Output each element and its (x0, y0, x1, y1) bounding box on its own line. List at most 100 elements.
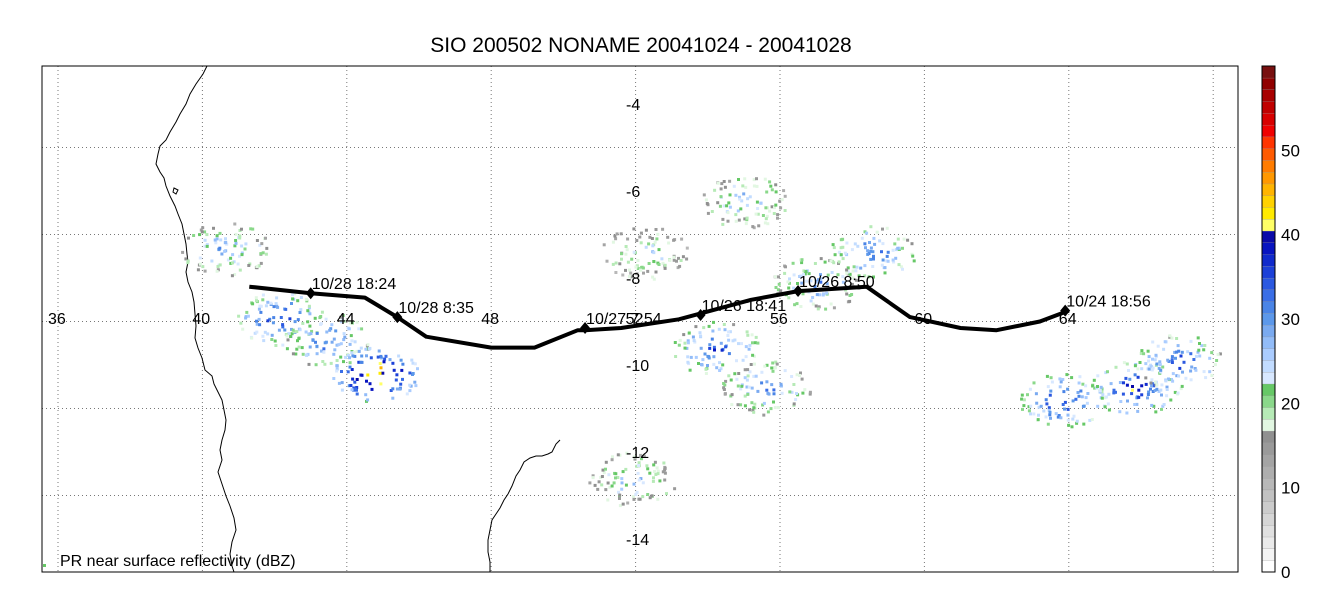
reflectivity-pixel (745, 203, 749, 207)
reflectivity-pixel (285, 347, 289, 351)
reflectivity-pixel (355, 392, 359, 396)
reflectivity-pixel (652, 463, 656, 467)
reflectivity-pixel (245, 310, 249, 314)
reflectivity-pixel (238, 254, 241, 258)
reflectivity-pixel (600, 475, 604, 478)
reflectivity-pixel (300, 346, 304, 350)
reflectivity-pixel (299, 308, 303, 312)
reflectivity-pixel (1074, 397, 1078, 401)
reflectivity-pixel (786, 280, 790, 284)
track-marker[interactable] (1060, 304, 1071, 317)
reflectivity-pixel (815, 280, 819, 284)
reflectivity-pixel (233, 244, 237, 248)
reflectivity-pixel (1184, 376, 1188, 380)
reflectivity-pixel (741, 358, 745, 362)
track-marker[interactable] (580, 322, 591, 335)
track-marker[interactable] (305, 287, 316, 300)
reflectivity-pixel (721, 217, 725, 221)
reflectivity-pixel (650, 494, 654, 498)
reflectivity-pixel (307, 332, 311, 336)
reflectivity-pixel (320, 349, 323, 353)
reflectivity-pixel (255, 239, 259, 242)
reflectivity-pixel (660, 257, 664, 261)
reflectivity-pixel (1158, 360, 1162, 364)
reflectivity-pixel (787, 286, 791, 290)
reflectivity-pixel (298, 328, 302, 332)
reflectivity-pixel (381, 371, 385, 375)
reflectivity-pixel (752, 178, 756, 182)
reflectivity-pixel (894, 256, 898, 260)
reflectivity-pixel (777, 275, 780, 279)
reflectivity-pixel (332, 337, 336, 341)
reflectivity-pixel (773, 206, 776, 210)
reflectivity-pixel (718, 204, 722, 208)
reflectivity-pixel (831, 243, 835, 247)
reflectivity-pixel (399, 358, 403, 362)
track-marker[interactable] (392, 311, 403, 324)
reflectivity-pixel (1161, 365, 1165, 369)
reflectivity-pixel (717, 327, 721, 331)
map-background (42, 66, 1238, 572)
reflectivity-pixel (730, 403, 734, 407)
track-marker[interactable] (793, 285, 804, 298)
reflectivity-pixel (801, 292, 805, 296)
reflectivity-pixel (1151, 390, 1155, 393)
reflectivity-pixel (763, 364, 767, 368)
reflectivity-pixel (1032, 381, 1036, 385)
reflectivity-pixel (866, 249, 870, 253)
reflectivity-pixel (756, 341, 760, 345)
reflectivity-pixel (219, 238, 223, 242)
reflectivity-pixel (648, 496, 652, 500)
reflectivity-pixel (763, 221, 767, 225)
reflectivity-pixel (707, 324, 711, 328)
reflectivity-pixel (346, 370, 350, 374)
reflectivity-pixel (650, 237, 654, 240)
reflectivity-pixel (750, 386, 754, 390)
reflectivity-pixel (635, 464, 639, 468)
reflectivity-pixel (743, 217, 747, 221)
reflectivity-pixel (743, 394, 747, 398)
reflectivity-pixel (728, 193, 732, 197)
reflectivity-pixel (1077, 381, 1081, 385)
reflectivity-pixel (606, 481, 610, 485)
reflectivity-pixel (686, 341, 690, 345)
reflectivity-pixel (780, 391, 784, 395)
reflectivity-pixel (1032, 412, 1036, 416)
reflectivity-pixel (745, 216, 749, 220)
reflectivity-pixel (883, 266, 887, 270)
reflectivity-pixel (1135, 402, 1139, 406)
reflectivity-pixel (878, 239, 882, 243)
reflectivity-pixel (292, 330, 296, 334)
reflectivity-pixel (240, 244, 244, 248)
reflectivity-pixel (699, 346, 703, 350)
reflectivity-pixel (871, 250, 875, 254)
reflectivity-pixel (631, 495, 635, 499)
reflectivity-pixel (304, 297, 308, 301)
reflectivity-pixel (229, 261, 233, 265)
reflectivity-pixel (653, 470, 657, 473)
reflectivity-pixel (732, 184, 736, 188)
reflectivity-pixel (591, 476, 595, 480)
reflectivity-pixel (663, 466, 667, 470)
reflectivity-pixel (352, 386, 356, 390)
reflectivity-pixel (1028, 387, 1032, 391)
reflectivity-pixel (764, 206, 768, 210)
reflectivity-pixel (1044, 398, 1048, 402)
reflectivity-pixel (1049, 389, 1053, 393)
reflectivity-pixel (850, 293, 854, 296)
reflectivity-pixel (1156, 344, 1160, 348)
reflectivity-pixel (1044, 415, 1048, 419)
reflectivity-pixel (308, 345, 312, 349)
reflectivity-pixel (1058, 377, 1062, 381)
reflectivity-pixel (1189, 378, 1193, 382)
reflectivity-pixel (261, 251, 265, 255)
latitude-label: -4 (626, 97, 640, 114)
reflectivity-pixel (772, 388, 776, 392)
reflectivity-pixel (697, 362, 700, 365)
reflectivity-pixel (682, 333, 686, 337)
reflectivity-pixel (646, 467, 650, 471)
track-marker[interactable] (695, 308, 706, 321)
reflectivity-pixel (1046, 422, 1050, 426)
reflectivity-pixel (309, 332, 313, 336)
